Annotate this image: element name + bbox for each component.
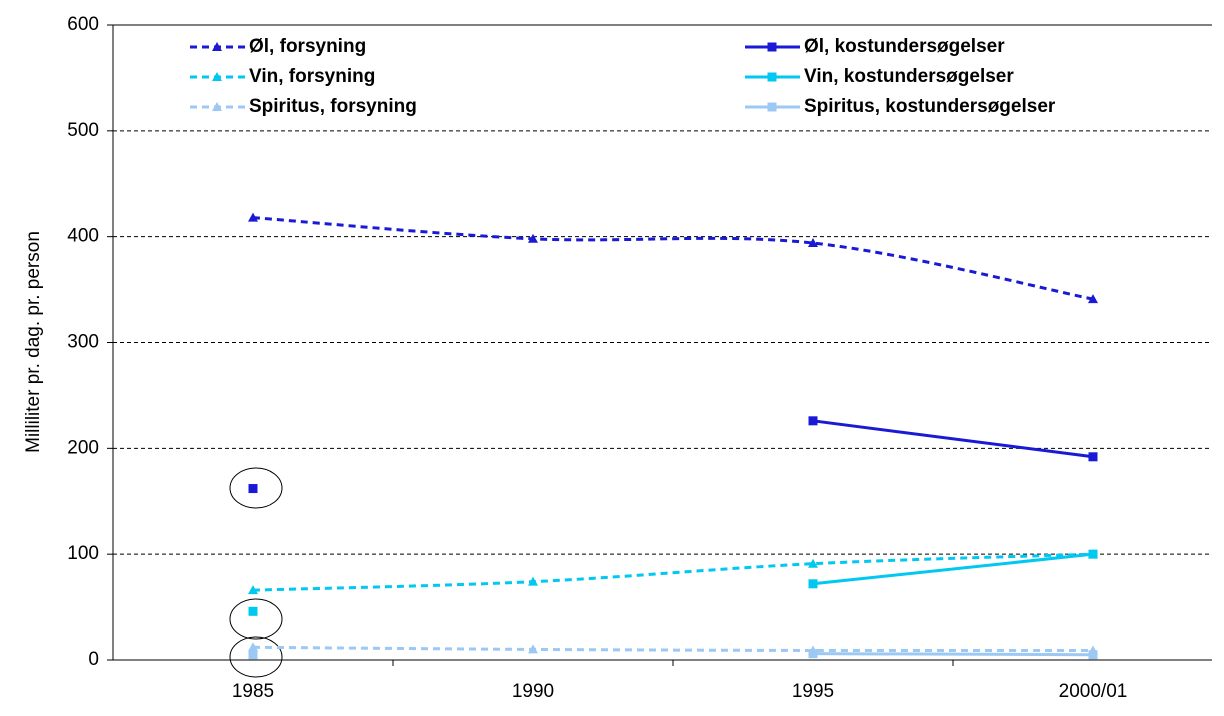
y-tick-label: 0 — [88, 649, 99, 670]
series-line — [252, 645, 1094, 653]
series-line — [812, 419, 1094, 459]
marker — [808, 416, 818, 426]
marker — [212, 102, 222, 111]
legend-label: Vin, forsyning — [249, 66, 375, 87]
marker — [528, 233, 538, 243]
legend-label: Spiritus, forsyning — [249, 96, 417, 117]
annotation-circle — [229, 467, 283, 509]
y-tick-label: 400 — [67, 226, 99, 247]
marker — [767, 72, 777, 82]
y-tick-label: 500 — [67, 120, 99, 141]
marker — [212, 72, 222, 81]
x-tick-label: 1985 — [232, 681, 274, 702]
marker — [248, 212, 258, 222]
marker — [248, 606, 258, 616]
series-line — [812, 552, 1094, 586]
marker — [808, 238, 818, 248]
y-tick-label: 200 — [67, 437, 99, 458]
series-line — [252, 216, 1094, 301]
marker — [248, 650, 258, 660]
marker — [212, 42, 222, 51]
marker — [808, 579, 818, 589]
series-line — [812, 652, 1094, 657]
marker — [808, 558, 818, 568]
marker — [248, 585, 258, 595]
marker — [767, 42, 777, 52]
marker — [528, 576, 538, 586]
x-tick-label: 1990 — [512, 681, 554, 702]
marker — [528, 644, 538, 654]
marker — [248, 484, 258, 494]
y-tick-label: 300 — [67, 332, 99, 353]
x-tick-label: 1995 — [792, 681, 834, 702]
series-line — [252, 552, 1094, 592]
legend-label: Vin, kostundersøgelser — [804, 66, 1014, 87]
marker — [808, 649, 818, 659]
x-tick-label: 2000/01 — [1059, 681, 1128, 702]
annotation-circle — [229, 636, 283, 678]
marker — [767, 102, 777, 112]
marker — [1088, 650, 1098, 660]
marker — [1088, 294, 1098, 304]
y-axis-label: Milliliter pr. dag. pr. person — [23, 231, 44, 453]
y-tick-label: 600 — [67, 14, 99, 35]
legend-label: Øl, forsyning — [249, 36, 366, 57]
legend-label: Øl, kostundersøgelser — [804, 36, 1005, 57]
marker — [1088, 549, 1098, 559]
marker — [1088, 452, 1098, 462]
marker — [248, 642, 258, 652]
annotation-circle — [229, 598, 283, 640]
y-tick-label: 100 — [67, 543, 99, 564]
legend-label: Spiritus, kostundersøgelser — [804, 96, 1056, 117]
